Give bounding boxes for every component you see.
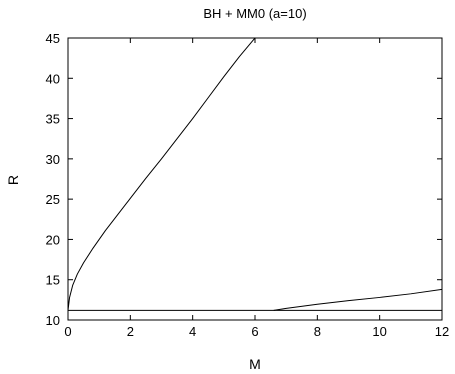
- x-tick-label: 6: [251, 324, 258, 339]
- y-tick-label: 15: [46, 273, 60, 288]
- y-tick-label: 25: [46, 192, 60, 207]
- x-axis-label: M: [249, 356, 261, 372]
- x-tick-label: 4: [189, 324, 196, 339]
- y-tick-label: 20: [46, 232, 60, 247]
- x-tick-label: 8: [314, 324, 321, 339]
- chart-title: BH + MM0 (a=10): [203, 6, 306, 21]
- y-tick-label: 10: [46, 313, 60, 328]
- x-tick-label: 2: [127, 324, 134, 339]
- x-tick-label: 12: [435, 324, 449, 339]
- x-tick-label: 0: [64, 324, 71, 339]
- series-layer: [68, 38, 442, 311]
- series-line-1: [68, 38, 256, 311]
- series-line-2: [273, 288, 442, 311]
- y-tick-label: 30: [46, 152, 60, 167]
- plot-frame: [67, 37, 443, 321]
- y-axis-label: R: [5, 175, 21, 185]
- y-tick-label: 40: [46, 71, 60, 86]
- x-tick-label: 10: [372, 324, 386, 339]
- y-tick-label: 35: [46, 112, 60, 127]
- x-axis: 0 2 4 6 8 10 12: [64, 38, 449, 339]
- y-axis: 10 15 20 25 30 35 40 45: [46, 31, 442, 328]
- y-tick-label: 45: [46, 31, 60, 46]
